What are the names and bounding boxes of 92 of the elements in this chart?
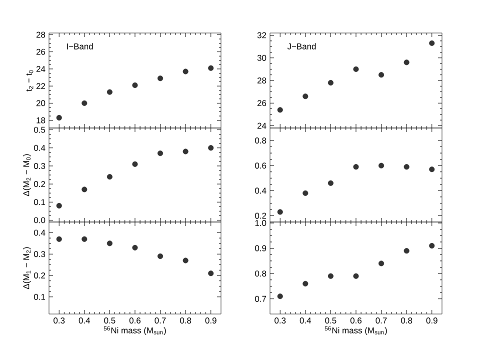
y-tick-label: 0.8	[255, 270, 266, 277]
point	[56, 202, 62, 209]
point	[132, 161, 138, 167]
y-tick-label: 0.3	[34, 162, 46, 169]
point	[353, 164, 359, 170]
x-tick-label: 0.8	[180, 318, 192, 324]
y-tick-label: 0.2	[255, 212, 266, 219]
point	[328, 273, 334, 279]
x-tick-label: 0.5	[104, 318, 116, 324]
x-tick-label: 0.9	[426, 318, 438, 324]
x-tick-label: 0.6	[129, 318, 141, 324]
point	[378, 260, 384, 266]
x-tick-label: 0.4	[300, 318, 312, 324]
point	[82, 100, 88, 106]
y-tick-label: 0.1	[34, 199, 46, 206]
point	[106, 174, 112, 180]
point	[106, 89, 112, 95]
y-tick-label: 20	[36, 100, 46, 106]
y-tick-label: 1.0	[255, 220, 266, 226]
y-tick-label: 26	[36, 48, 46, 55]
point	[106, 240, 112, 246]
point	[404, 60, 410, 66]
x-axis-title: $^{56}$Ni mass (M$_{sun}$)	[324, 326, 387, 336]
point	[429, 40, 435, 46]
y-tick-label: 0.2	[34, 272, 46, 278]
y-tick-label: 0.1	[34, 294, 46, 300]
y-tick-label: 18	[36, 117, 46, 124]
point	[353, 273, 359, 279]
y-tick-label: 26	[257, 100, 266, 106]
point	[56, 114, 62, 121]
point	[277, 209, 283, 215]
y-axis-title: Δ(M$_{2}$ − M$_{0}$)	[22, 154, 31, 196]
point	[404, 164, 410, 170]
point	[182, 258, 188, 264]
y-tick-label: 0.9	[255, 245, 266, 252]
point	[208, 145, 214, 151]
y-tick-label: 30	[257, 54, 266, 61]
point	[353, 66, 359, 72]
point	[208, 270, 214, 276]
y-tick-label: 0.4	[34, 144, 46, 151]
point	[378, 162, 384, 168]
y-tick-label: 0.6	[255, 162, 266, 169]
point	[82, 236, 88, 242]
x-tick-label: 0.3	[274, 318, 286, 324]
point	[429, 166, 435, 172]
point	[302, 94, 308, 100]
y-tick-label: 22	[36, 83, 46, 90]
point	[158, 150, 164, 156]
point	[158, 253, 164, 260]
y-tick-label: 0.8	[255, 138, 266, 144]
y-tick-label: 28	[36, 32, 46, 38]
y-axis-title: t$_{2}$ − t$_{0}$	[26, 70, 34, 92]
point	[56, 236, 62, 242]
point	[158, 76, 164, 82]
point	[302, 280, 308, 286]
point	[182, 68, 188, 74]
point	[277, 294, 283, 300]
x-tick-label: 0.5	[325, 318, 336, 324]
x-tick-label: 0.6	[350, 318, 362, 324]
point	[132, 244, 138, 250]
point	[82, 186, 88, 192]
y-axis-title: Δ(M$_{1}$ − M$_{2}$)	[22, 247, 31, 290]
y-tick-label: 0.7	[255, 296, 266, 302]
x-tick-label: 0.7	[376, 318, 387, 324]
point	[429, 242, 435, 249]
y-tick-label: 0.4	[255, 188, 266, 194]
annotation: J−Band	[287, 43, 316, 50]
point	[208, 65, 214, 71]
x-tick-label: 0.7	[154, 318, 166, 324]
x-tick-label: 0.4	[78, 318, 90, 324]
point	[404, 248, 410, 254]
y-tick-label: 24	[36, 66, 46, 72]
y-tick-label: 0.3	[34, 251, 46, 258]
y-tick-label: 24	[257, 122, 266, 129]
point	[328, 180, 334, 186]
y-tick-label: 0.2	[34, 181, 46, 188]
x-tick-label: 0.9	[205, 318, 216, 324]
x-tick-label: 0.3	[54, 318, 65, 324]
point	[182, 148, 188, 154]
x-axis-title: $^{56}$Ni mass (M$_{sun}$)	[104, 326, 166, 336]
y-tick-label: 0.0	[34, 217, 46, 224]
y-tick-label: 32	[257, 32, 266, 38]
y-tick-label: 0.4	[34, 230, 46, 236]
x-tick-label: 0.8	[401, 318, 412, 324]
point	[378, 72, 384, 78]
point	[302, 190, 308, 196]
point	[277, 107, 283, 113]
point	[328, 80, 334, 86]
point	[132, 82, 138, 88]
annotation: I−Band	[67, 43, 93, 50]
y-tick-label: 0.5	[34, 126, 46, 133]
y-tick-label: 28	[257, 78, 266, 84]
